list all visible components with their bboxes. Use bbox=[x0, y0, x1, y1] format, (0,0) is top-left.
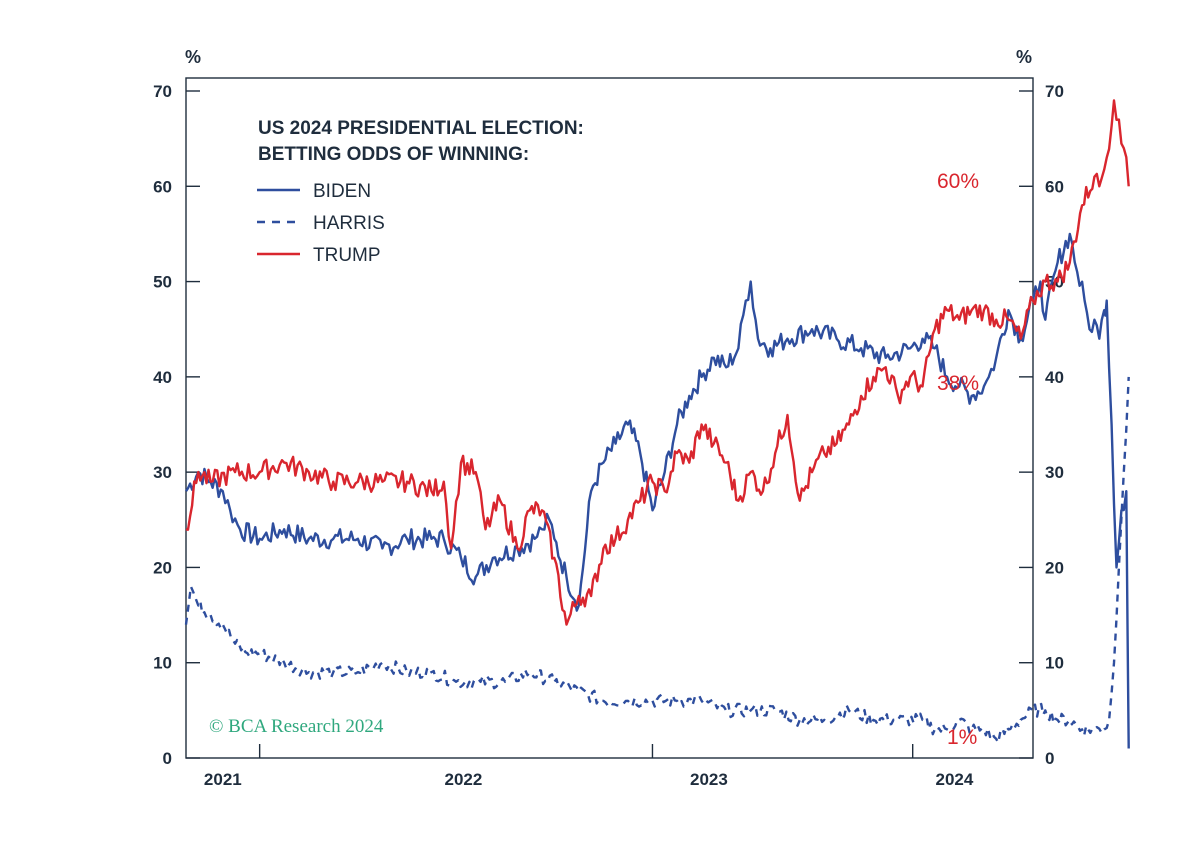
y-tick-label-left: 30 bbox=[153, 463, 172, 482]
y-tick-label-right: 30 bbox=[1045, 463, 1064, 482]
x-tick-label: 2024 bbox=[936, 770, 974, 789]
biden-end-label: 1% bbox=[947, 726, 977, 749]
y-tick-label-left: 40 bbox=[153, 368, 172, 387]
left-unit-label: % bbox=[185, 47, 201, 67]
x-tick-label: 2023 bbox=[690, 770, 728, 789]
plot-frame bbox=[185, 77, 1034, 759]
x-tick-label: 2022 bbox=[445, 770, 483, 789]
credit-label: © BCA Research 2024 bbox=[209, 716, 384, 737]
series-trump-line bbox=[185, 99, 1130, 626]
y-tick-label-left: 50 bbox=[153, 273, 172, 292]
legend: BIDEN HARRIS TRUMP bbox=[257, 181, 385, 266]
y-tick-label-left: 20 bbox=[153, 558, 172, 577]
y-tick-label-right: 70 bbox=[1045, 82, 1064, 101]
series-layer bbox=[184, 99, 1130, 749]
x-axis: 2021 2022 2023 2024 bbox=[204, 744, 974, 789]
y-tick-label-left: 10 bbox=[153, 654, 172, 673]
x-tick-label: 2021 bbox=[204, 770, 242, 789]
y-tick-label-right: 10 bbox=[1045, 654, 1064, 673]
legend-trump-label: TRUMP bbox=[313, 245, 381, 266]
y-axis-left: 0 10 20 30 40 50 60 70 bbox=[153, 82, 200, 768]
series-harris-line bbox=[184, 376, 1130, 744]
y-tick-label-right: 60 bbox=[1045, 177, 1064, 196]
chart-title: US 2024 PRESIDENTIAL ELECTION: bbox=[258, 118, 584, 139]
right-unit-label: % bbox=[1016, 47, 1032, 67]
y-tick-label-right: 40 bbox=[1045, 368, 1064, 387]
harris-end-label: 38% bbox=[937, 372, 979, 395]
y-tick-label-left: 70 bbox=[153, 82, 172, 101]
trump-end-label: 60% bbox=[937, 170, 979, 193]
legend-harris-label: HARRIS bbox=[313, 213, 385, 234]
y-tick-label-left: 0 bbox=[163, 749, 172, 768]
y-tick-label-right: 0 bbox=[1045, 749, 1054, 768]
legend-biden-label: BIDEN bbox=[313, 181, 371, 202]
y-tick-label-right: 20 bbox=[1045, 558, 1064, 577]
y-tick-label-left: 60 bbox=[153, 177, 172, 196]
chart-subtitle: BETTING ODDS OF WINNING: bbox=[258, 144, 529, 165]
